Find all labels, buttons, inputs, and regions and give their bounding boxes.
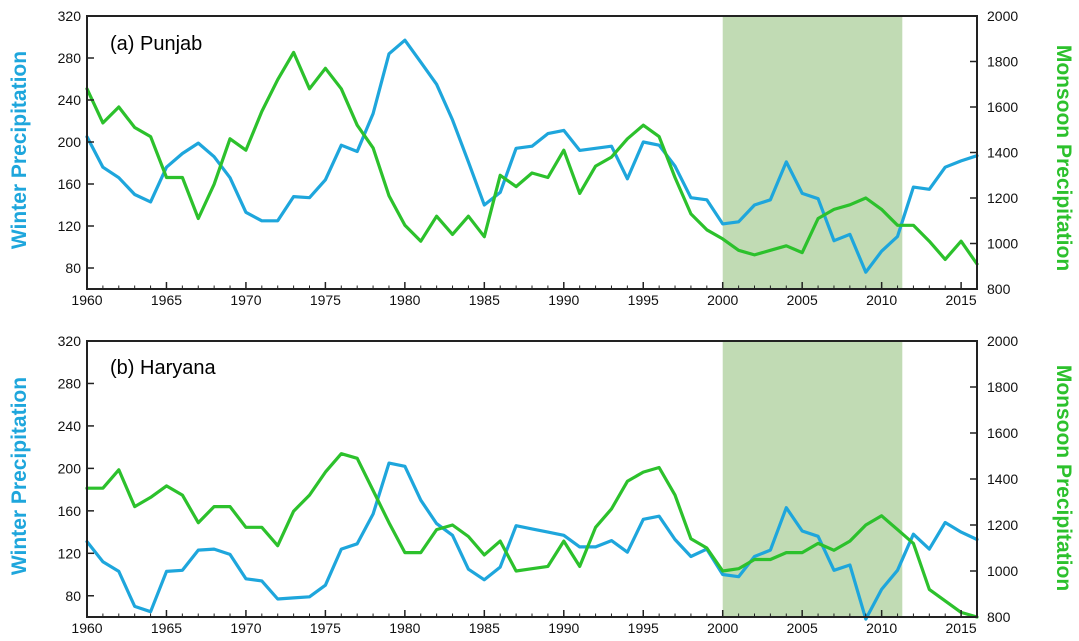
panel-b-y2-tick-label: 800 (987, 609, 1011, 625)
panel-a-y2-tick-label: 1000 (987, 236, 1018, 252)
panel-a-x-tick-label: 1970 (230, 292, 261, 308)
panel-a-monsoon-precipitation-line (85, 50, 979, 266)
panel-b-x-tick-label: 1985 (469, 620, 500, 636)
panel-a-x-tick-label: 2015 (946, 292, 977, 308)
panel-b-winter-precipitation-line (85, 461, 979, 621)
panel-b-x-tick-label: 1980 (389, 620, 420, 636)
panel-b-y-tick-label: 240 (58, 418, 82, 434)
panel-a-x-tick-label: 1960 (71, 292, 102, 308)
panel-a-y-tick-label: 160 (58, 176, 82, 192)
panel-b-y2-tick-label: 1600 (987, 425, 1018, 441)
panel-b-x-tick-label: 1990 (548, 620, 579, 636)
panel-a-x-tick-label: 2005 (787, 292, 818, 308)
panel-a-x-tick-label: 1990 (548, 292, 579, 308)
panel-a-y-tick-label: 80 (65, 260, 81, 276)
panel-a-title: (a) Punjab (110, 33, 202, 55)
panel-b-y2-tick-label: 2000 (987, 333, 1018, 349)
panel-b-y2-tick-label: 1000 (987, 563, 1018, 579)
panel-a-x-tick-label: 1975 (310, 292, 341, 308)
panel-a-y2-tick-label: 800 (987, 281, 1011, 297)
panel-b-x-tick-label: 1960 (71, 620, 102, 636)
panel-b-monsoon-precipitation-line (85, 452, 979, 619)
panel-b-title: (b) Haryana (110, 357, 216, 379)
panel-b-x-tick-label: 2010 (866, 620, 897, 636)
panel-a-y2-tick-label: 1600 (987, 99, 1018, 115)
panel-a-y2-axis-title: Monsoon Precipitation (1052, 45, 1075, 271)
panel-b-y-tick-label: 280 (58, 375, 82, 391)
panel-a-y2-tick-label: 1200 (987, 190, 1018, 206)
panel-b-y-tick-label: 120 (58, 545, 82, 561)
panel-b-y2-axis-title: Monsoon Precipitation (1052, 365, 1075, 591)
panel-b-y-tick-label: 80 (65, 588, 81, 604)
panel-a-x-tick-label: 1980 (389, 292, 420, 308)
panel-b-y2-tick-label: 1200 (987, 517, 1018, 533)
panel-b-x-tick-label: 2000 (707, 620, 738, 636)
panel-a-y2-tick-label: 2000 (987, 8, 1018, 24)
panel-b-y-axis-title: Winter Precipitation (8, 377, 31, 575)
panel-b-x-tick-label: 1970 (230, 620, 261, 636)
panel-a-y-tick-label: 200 (58, 134, 82, 150)
panel-a-x-tick-label: 2000 (707, 292, 738, 308)
panel-b-x-tick-label: 1965 (151, 620, 182, 636)
panel-b-x-tick-label: 2015 (946, 620, 977, 636)
panel-a-winter-precipitation-line (85, 38, 979, 274)
panel-b-y-tick-label: 160 (58, 503, 82, 519)
panel-a-shaded-period (722, 16, 903, 289)
panel-b-x-tick-label: 1995 (628, 620, 659, 636)
panel-a-y2-tick-label: 1400 (987, 145, 1018, 161)
panel-a-y-tick-label: 240 (58, 92, 82, 108)
panel-a-y-tick-label: 280 (58, 50, 82, 66)
panel-a-x-tick-label: 1985 (469, 292, 500, 308)
panel-b-x-tick-label: 2005 (787, 620, 818, 636)
panel-a-y-tick-label: 320 (58, 8, 82, 24)
panel-b-y-tick-label: 200 (58, 460, 82, 476)
panel-a: 1960 1965 1970 1975 1980 1985 1990 1995 2000 2005… (8, 8, 1075, 308)
panel-a-y-tick-label: 120 (58, 218, 82, 234)
panel-b-x-tick-label: 1975 (310, 620, 341, 636)
panel-a-y-axis-title: Winter Precipitation (8, 51, 31, 249)
panel-b-shaded-period (722, 341, 903, 617)
panel-a-y2-tick-label: 1800 (987, 54, 1018, 70)
panel-b-y-tick-label: 320 (58, 333, 82, 349)
panel-a-x-tick-label: 1995 (628, 292, 659, 308)
panel-a-x-tick-label: 2010 (866, 292, 897, 308)
panel-b-y2-tick-label: 1400 (987, 471, 1018, 487)
panel-b-y2-tick-label: 1800 (987, 379, 1018, 395)
panel-a-x-tick-label: 1965 (151, 292, 182, 308)
panel-b: 1960 1965 1970 1975 1980 1985 1990 1995 2000 2005… (8, 333, 1075, 636)
